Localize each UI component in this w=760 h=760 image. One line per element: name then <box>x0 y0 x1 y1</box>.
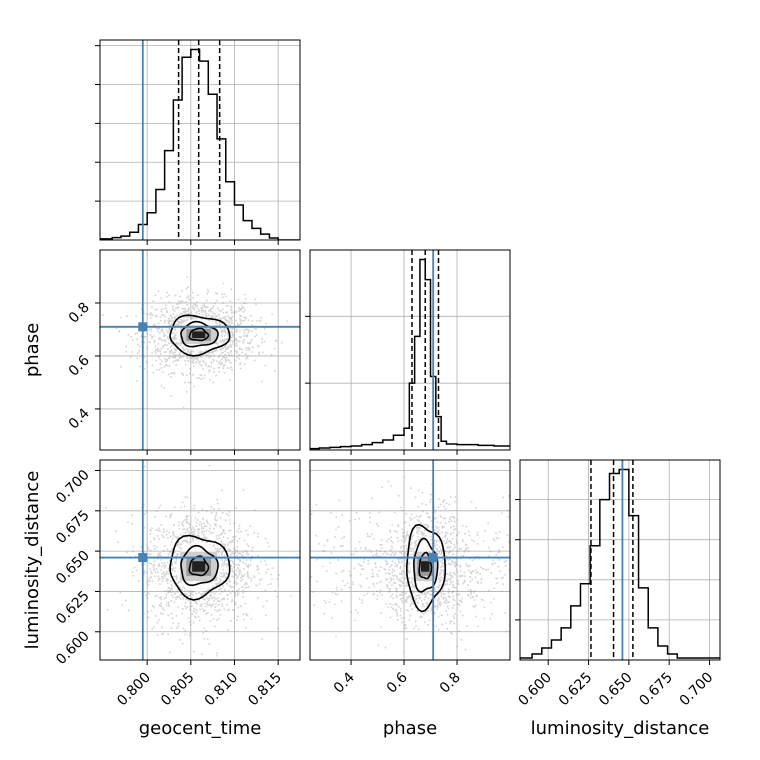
histogram-step-phase <box>310 258 510 450</box>
x-tick-label: 0.6 <box>384 669 411 696</box>
y-tick-label: 0.4 <box>66 405 93 432</box>
y-tick-label: 0.625 <box>53 588 93 628</box>
histogram-panel-geocent_time <box>100 40 300 240</box>
panel-frame <box>309 459 511 661</box>
x-tick-label: 0.700 <box>677 670 717 710</box>
y-tick-label: 0.8 <box>66 299 93 326</box>
contour-outer <box>169 534 231 601</box>
y-tick-label: 0.650 <box>53 548 93 588</box>
density-block <box>420 561 430 572</box>
content-layer <box>100 40 720 660</box>
histogram-step-luminosity_distance <box>520 468 720 660</box>
contour-middle <box>180 544 219 587</box>
density-block <box>192 561 206 572</box>
y-tick-label: 0.700 <box>53 467 93 507</box>
y-tick-label: 0.675 <box>53 507 93 547</box>
contour-middle <box>412 537 439 593</box>
density-block <box>192 331 206 339</box>
x-tick-label: 0.600 <box>515 670 555 710</box>
x-tick-label: 0.810 <box>202 670 242 710</box>
grid-layer <box>100 40 720 660</box>
x-tick-label: 0.8 <box>437 670 464 697</box>
scatter-points <box>310 476 510 654</box>
truth-marker <box>428 553 438 563</box>
y-axis-label-luminosity-distance: luminosity_distance <box>22 471 43 650</box>
frames-layer <box>95 39 721 665</box>
text-layer: geocent_time phase luminosity_distance p… <box>22 299 716 739</box>
contour-outer <box>169 314 231 357</box>
x-tick-label: 0.815 <box>245 670 285 710</box>
y-tick-label: 0.6 <box>66 352 93 379</box>
contour-middle <box>180 320 219 348</box>
histogram-step-geocent_time <box>100 48 300 240</box>
contour-inner <box>418 551 433 580</box>
truth-marker <box>138 553 148 563</box>
panel-frame <box>99 459 301 661</box>
contour-panel-luminosity_distance-vs-phase <box>310 460 510 660</box>
x-axis-label-luminosity-distance: luminosity_distance <box>531 718 710 739</box>
panel-frame <box>99 39 301 241</box>
contour-panel-phase-vs-geocent_time <box>100 250 300 450</box>
panel-frame <box>99 249 301 451</box>
contour-inner <box>188 327 210 342</box>
x-axis-label-geocent-time: geocent_time <box>139 718 262 739</box>
x-tick-label: 0.4 <box>331 669 358 696</box>
x-tick-label: 0.805 <box>158 670 198 710</box>
y-tick-label: 0.600 <box>53 628 93 668</box>
x-axis-label-phase: phase <box>383 718 437 739</box>
x-tick-label: 0.800 <box>114 670 154 710</box>
truth-marker <box>138 322 148 332</box>
x-tick-label: 0.675 <box>636 670 676 710</box>
panel-frame <box>519 459 721 661</box>
histogram-panel-luminosity_distance <box>520 460 720 660</box>
contour-panel-luminosity_distance-vs-geocent_time <box>100 460 300 660</box>
panel-frame <box>309 249 511 451</box>
y-axis-label-phase: phase <box>22 323 43 377</box>
x-tick-label: 0.625 <box>556 670 596 710</box>
histogram-panel-phase <box>310 250 510 450</box>
x-tick-label: 0.650 <box>596 670 636 710</box>
